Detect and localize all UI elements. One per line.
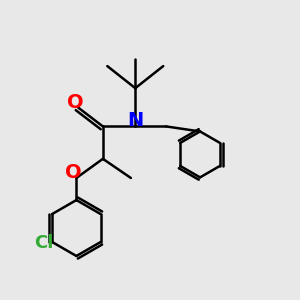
- Text: O: O: [67, 93, 83, 112]
- Text: N: N: [127, 111, 143, 130]
- Text: Cl: Cl: [34, 235, 53, 253]
- Text: O: O: [65, 163, 82, 182]
